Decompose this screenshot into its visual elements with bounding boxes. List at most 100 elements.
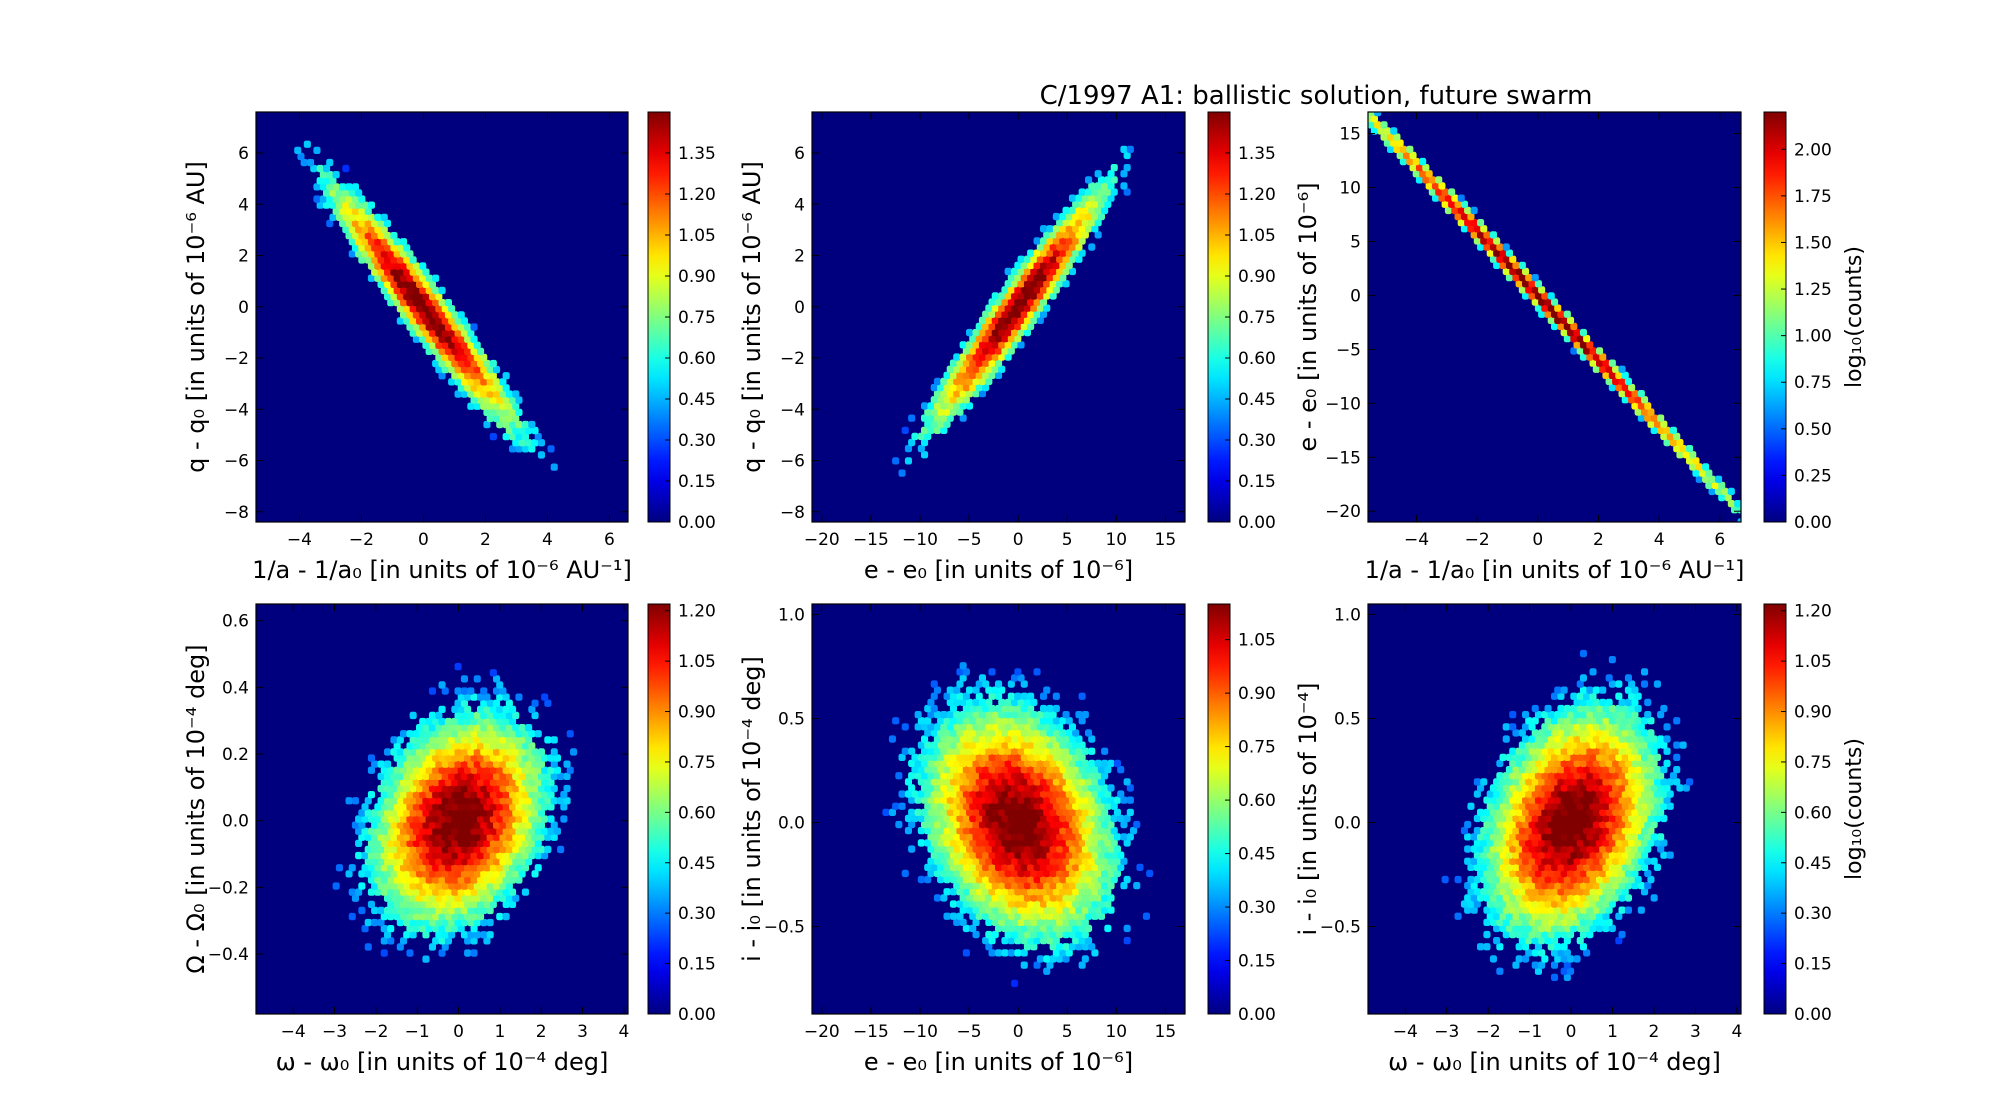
density-cell: [998, 845, 1006, 853]
density-cell: [1579, 820, 1587, 829]
density-cell: [1531, 274, 1539, 282]
density-cell: [1505, 827, 1513, 835]
density-cell: [425, 839, 433, 847]
density-cell: [448, 906, 456, 915]
density-cell: [1001, 839, 1009, 847]
density-cell: [1518, 274, 1526, 282]
density-cell: [493, 390, 501, 398]
density-cell: [553, 827, 561, 835]
density-cell: [432, 742, 440, 750]
density-cell: [371, 809, 379, 817]
density-cell: [988, 729, 996, 737]
x-tick-label: 1: [494, 1022, 505, 1042]
density-cell: [1068, 243, 1076, 251]
density-cell: [451, 864, 459, 872]
density-cell: [982, 875, 990, 884]
density-cell: [1011, 735, 1019, 743]
density-cell: [473, 402, 481, 410]
density-cell: [518, 760, 526, 768]
density-cell: [998, 292, 1006, 300]
density-cell: [1608, 766, 1616, 774]
density-cell: [1583, 729, 1591, 737]
density-cell: [364, 207, 372, 215]
density-cell: [1525, 912, 1533, 920]
density-cell: [403, 845, 411, 854]
density-cell: [1380, 121, 1388, 129]
density-cell: [1544, 863, 1552, 871]
density-cell: [454, 390, 462, 398]
density-cell: [374, 803, 382, 811]
density-cell: [1033, 717, 1041, 725]
density-cell: [1470, 857, 1478, 865]
density-cell: [1531, 863, 1539, 871]
density-cell: [1091, 851, 1099, 859]
density-cell: [1075, 943, 1083, 951]
density-cell: [1499, 851, 1507, 859]
density-cell: [985, 377, 993, 386]
density-cell: [374, 876, 382, 884]
density-cell: [470, 347, 478, 355]
density-cell: [400, 839, 408, 847]
density-cell: [502, 827, 510, 835]
density-cell: [1036, 882, 1044, 890]
density-cell: [1043, 759, 1051, 768]
x-tick-label: −4: [1393, 1022, 1418, 1042]
density-cell: [521, 815, 529, 823]
density-cell: [1007, 778, 1015, 786]
density-cell: [1081, 759, 1089, 768]
density-cell: [1062, 243, 1070, 251]
density-cell: [1541, 955, 1549, 963]
density-cell: [1505, 778, 1513, 786]
density-cell: [1634, 802, 1642, 810]
density-cell: [998, 365, 1006, 373]
density-cell: [1554, 796, 1562, 804]
density-cell: [1592, 833, 1600, 841]
density-cell: [541, 778, 549, 787]
density-cell: [1068, 219, 1076, 227]
density-cell: [1647, 827, 1655, 835]
density-cell: [435, 784, 443, 793]
colorbar-tick-label: 1.20: [1794, 602, 1832, 622]
density-cell: [921, 426, 929, 434]
density-cell: [998, 341, 1006, 349]
density-cell: [1011, 280, 1019, 288]
density-cell: [528, 851, 536, 860]
density-cell: [454, 845, 462, 854]
density-cell: [486, 931, 494, 939]
density-cell: [949, 814, 957, 823]
density-cell: [512, 821, 520, 829]
density-cell: [1085, 851, 1093, 859]
density-cell: [1380, 133, 1388, 141]
density-cell: [1011, 723, 1019, 731]
density-cell: [390, 894, 398, 902]
density-cell: [1056, 759, 1064, 768]
density-cell: [1123, 839, 1131, 847]
density-cell: [537, 748, 545, 756]
density-cell: [1097, 790, 1105, 798]
density-cell: [1502, 784, 1510, 792]
density-cell: [531, 797, 539, 805]
density-cell: [953, 686, 961, 694]
density-cell: [956, 729, 964, 737]
density-cell: [1004, 869, 1012, 878]
density-cell: [422, 268, 430, 276]
density-cell: [978, 747, 986, 755]
density-cell: [448, 882, 456, 890]
density-cell: [1522, 869, 1530, 878]
density-cell: [930, 778, 938, 786]
density-cell: [975, 790, 983, 798]
density-cell: [1368, 112, 1375, 117]
density-cell: [1612, 747, 1620, 755]
density-cell: [1059, 729, 1067, 737]
density-cell: [422, 748, 430, 756]
density-cell: [342, 225, 350, 234]
density-cell: [914, 772, 922, 780]
density-cell: [1033, 863, 1041, 871]
density-cell: [1567, 328, 1575, 337]
density-cell: [1454, 875, 1462, 884]
density-cell: [1634, 717, 1642, 725]
density-cell: [1094, 759, 1102, 768]
density-cell: [1027, 912, 1035, 920]
density-cell: [400, 250, 408, 258]
density-cell: [380, 839, 388, 847]
